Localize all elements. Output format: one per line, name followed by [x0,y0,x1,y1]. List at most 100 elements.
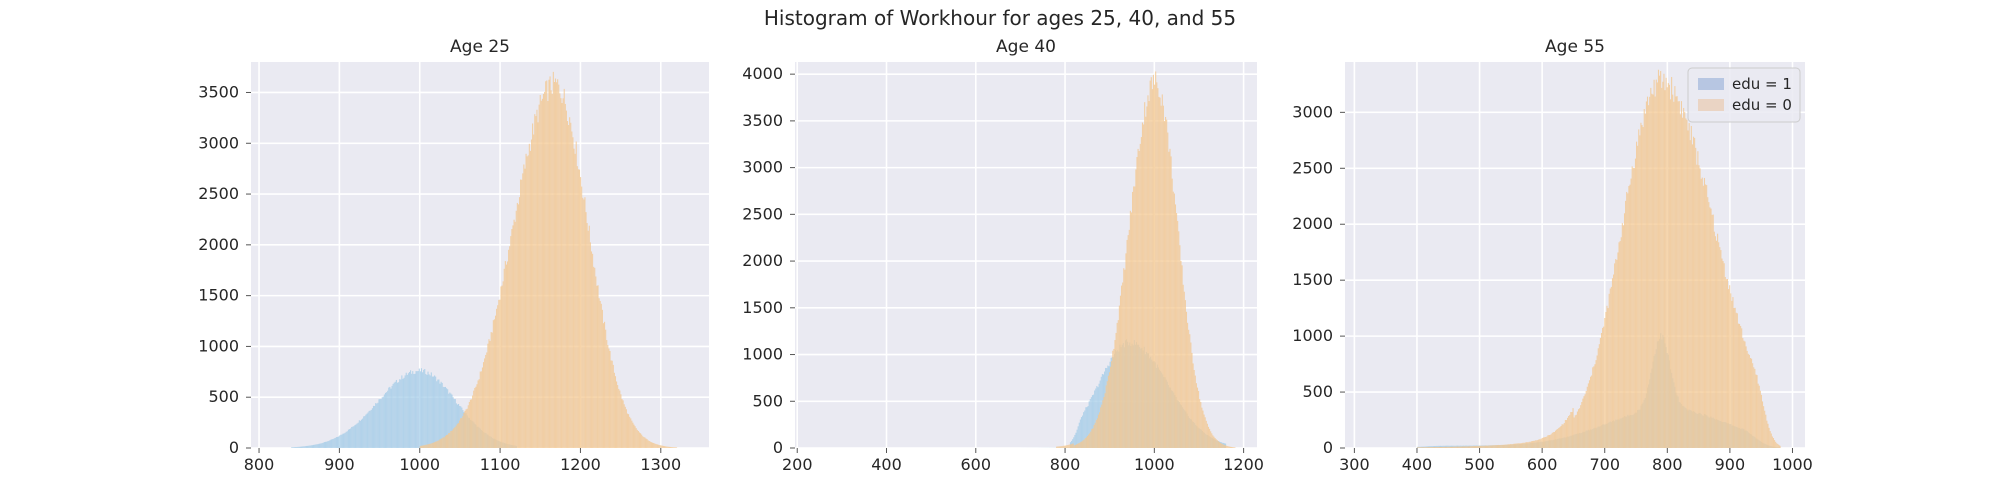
histogram-bar [667,446,669,448]
histogram-bar [366,413,368,448]
histogram-bar [596,285,598,448]
histogram-bar [1427,446,1430,448]
histogram-bar [1675,96,1677,448]
histogram-bar [525,153,527,448]
histogram-bar [1185,311,1188,448]
histogram-bar [1107,375,1109,448]
legend-label: edu = 0 [1732,96,1792,114]
histogram-bar [1212,435,1214,448]
histogram-bar [1060,446,1062,448]
histogram-bar [1177,220,1179,448]
histogram-bar [1638,129,1640,448]
histogram-bar [1200,401,1202,448]
histogram-bar [475,386,477,448]
histogram-bar [1222,444,1224,448]
histogram-bar [1199,399,1201,448]
histogram-bar [448,433,450,448]
histogram-bar [1643,109,1645,448]
histogram-bar [1499,445,1501,448]
histogram-bar [322,442,324,448]
histogram-bar [595,276,597,448]
histogram-bar [1442,446,1444,448]
histogram-bar [1738,323,1741,448]
histogram-bar [336,436,339,448]
histogram-bar [558,84,560,448]
histogram-bar [1622,225,1624,448]
histogram-bar [1110,366,1112,448]
histogram-bar [1519,443,1522,448]
y-tick-label: 3500 [198,82,239,101]
histogram-bar [413,373,415,448]
histogram-bar [1646,96,1649,448]
histogram-bar [1576,411,1578,448]
histogram-bar [501,285,503,448]
histogram-bar [1633,168,1635,448]
histogram-bar [553,81,555,448]
histogram-bar [474,387,476,448]
histogram-bar [1717,233,1719,448]
histogram-bar [1679,114,1681,448]
histogram-bar [1491,445,1493,448]
histogram-bar [1736,313,1738,448]
histogram-bar [1124,269,1126,448]
histogram-bar [664,446,666,448]
histogram-bar [642,436,644,448]
histogram-bar [1080,441,1082,448]
histogram-bar [1213,436,1215,448]
histogram-bar [438,440,440,448]
histogram-bar [1629,184,1631,448]
histogram-bar [545,81,547,448]
x-tick-label: 1000 [399,455,440,474]
histogram-bar [359,420,361,448]
histogram-bar [1703,177,1706,448]
histogram-bar [1553,432,1555,448]
histogram-bar [1631,166,1633,448]
histogram-bar [1228,446,1230,448]
histogram-bar [1567,417,1569,448]
histogram-bar [1554,430,1557,448]
histogram-bar [540,100,542,448]
histogram-bar [458,420,461,448]
histogram-bar [1165,116,1167,448]
histogram-bar [1143,124,1145,448]
histogram-bar [1705,184,1707,448]
histogram-bar [1088,434,1090,448]
histogram-bar [1517,443,1519,448]
histogram-bar [491,332,493,448]
histogram-bar [1599,338,1601,448]
histogram-bar [295,447,297,448]
histogram-bar [382,396,384,448]
histogram-bar [1686,119,1688,448]
histogram-bar [654,443,656,448]
histogram-bar [1094,422,1096,448]
histogram-bar [624,406,626,448]
histogram-bar [460,418,462,448]
histogram-bar [498,299,500,448]
histogram-bar [422,372,424,448]
histogram-bar [1163,121,1166,448]
histogram-bar [426,374,428,448]
histogram-bar [1508,444,1511,448]
histogram-bar [412,371,414,448]
histogram-bar [408,371,411,448]
histogram-bar [500,286,502,448]
histogram-bar [661,445,663,448]
histogram-bar [535,116,537,448]
histogram-bar [1064,445,1067,448]
histogram-bar [1184,300,1186,448]
y-tick-label: 500 [752,391,783,410]
histogram-bar [1596,355,1598,448]
y-tick-label: 1500 [1292,270,1333,289]
histogram-bar [364,416,366,448]
histogram-bar [548,79,550,448]
histogram-bar [433,442,436,448]
histogram-bar [1056,446,1058,448]
histogram-bar [1581,402,1583,448]
histogram-bar [538,104,540,448]
histogram-bar [1538,439,1540,448]
histogram-bar [416,371,418,448]
histogram-bar [463,413,465,448]
histogram-bar [1088,401,1090,448]
